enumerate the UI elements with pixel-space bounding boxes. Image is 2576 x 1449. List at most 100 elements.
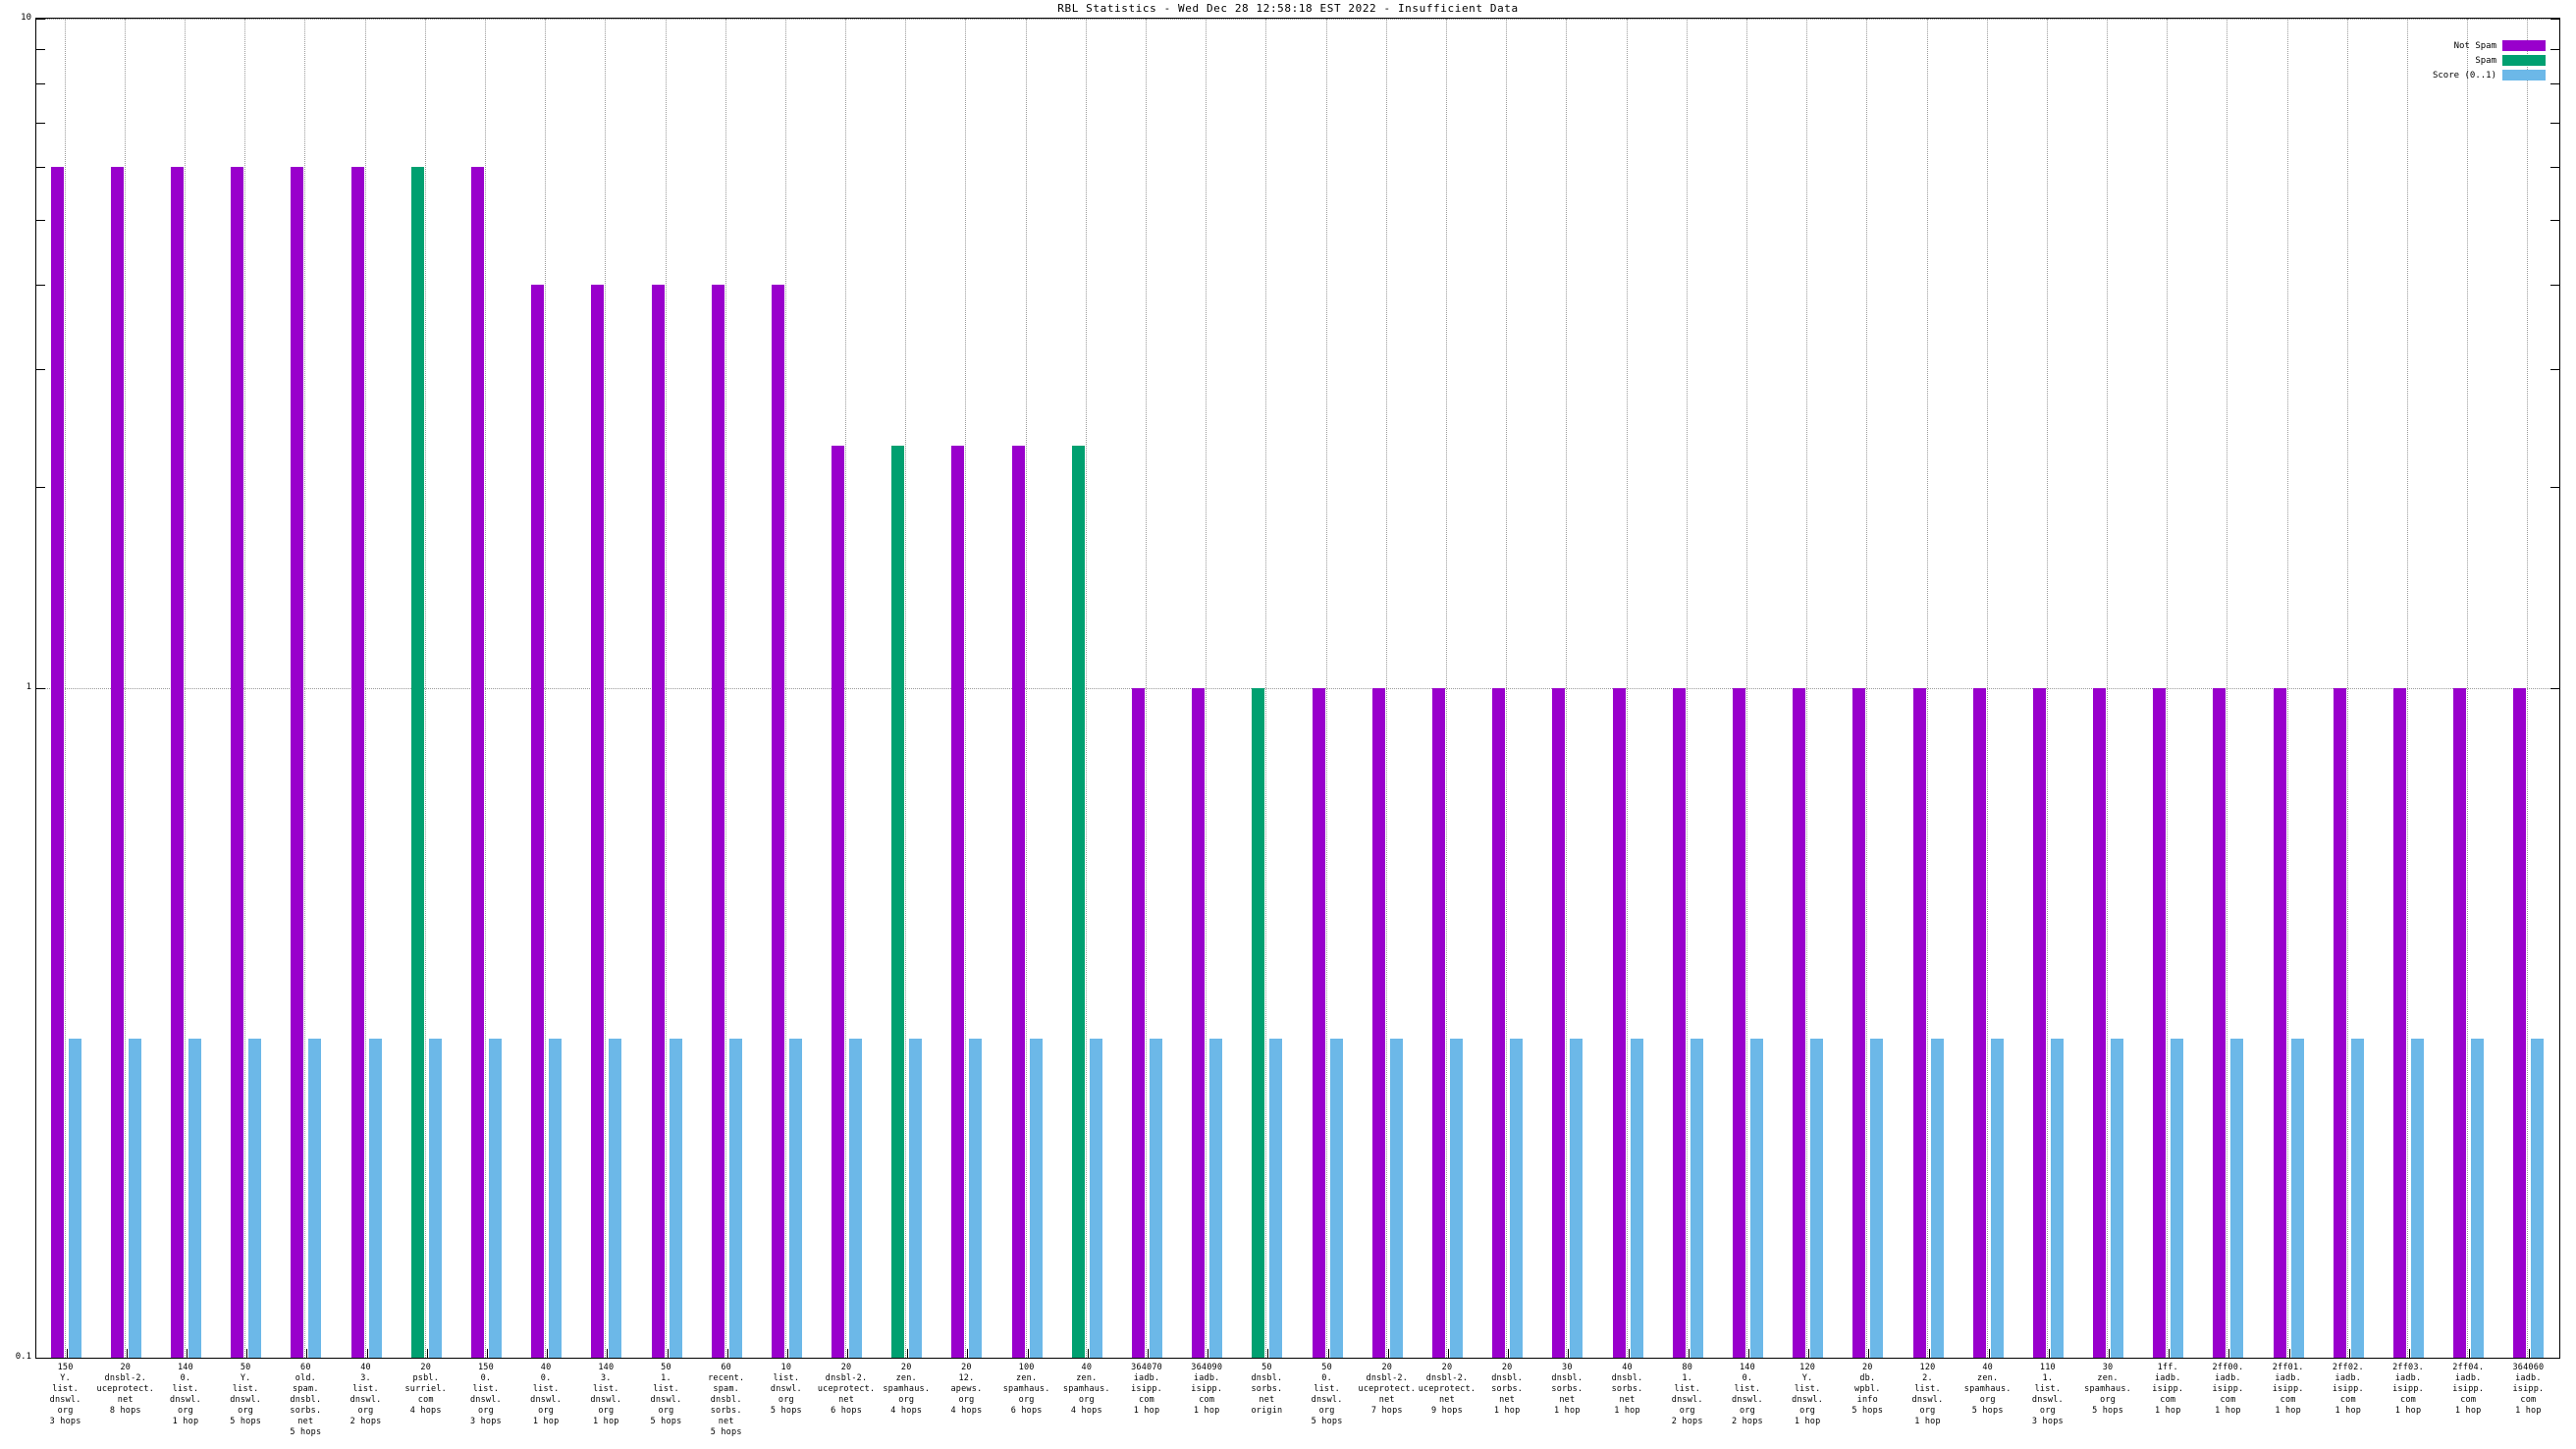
x-gridline: [1745, 19, 1747, 1358]
bar-score: [1630, 1038, 1643, 1358]
x-axis-tick: [1628, 1349, 1630, 1358]
x-gridline: [2046, 19, 2048, 1358]
x-axis-tick-label: 2ff01. iadb. isipp. com 1 hop: [2272, 1363, 2304, 1416]
bar-not-spam: [291, 167, 304, 1358]
bar-not-spam: [1852, 688, 1866, 1358]
x-axis-tick: [1387, 1349, 1389, 1358]
bar-not-spam: [1011, 446, 1025, 1358]
bar-not-spam: [591, 285, 605, 1358]
bar-not-spam: [2513, 688, 2527, 1358]
bar-score: [1389, 1038, 1403, 1358]
bar-spam: [1071, 446, 1085, 1358]
x-axis-tick-label: 20 dnsbl-2. uceprotect. net 7 hops: [1358, 1363, 1417, 1416]
x-axis-tick-label: 120 Y. list. dnswl. org 1 hop: [1792, 1363, 1824, 1426]
x-gridline: [1085, 19, 1087, 1358]
x-axis-tick: [607, 1349, 609, 1358]
bar-score: [1870, 1038, 1884, 1358]
x-axis-tick-label: 20 db. wpbl. info 5 hops: [1852, 1363, 1884, 1416]
bar-not-spam: [231, 167, 244, 1358]
x-gridline: [364, 19, 366, 1358]
bar-not-spam: [651, 285, 665, 1358]
x-axis-tick-label: 20 psbl. surriel. com 4 hops: [404, 1363, 447, 1416]
x-axis-tick-label: 40 zen. spamhaus. org 4 hops: [1062, 1363, 1110, 1416]
x-axis-tick: [2348, 1349, 2350, 1358]
y-axis-tick: [36, 285, 45, 287]
x-axis-tick-label: 40 3. list. dnswl. org 2 hops: [349, 1363, 382, 1426]
bar-not-spam: [1371, 688, 1385, 1358]
bar-score: [2411, 1038, 2425, 1358]
bar-score: [308, 1038, 322, 1358]
bar-spam: [1252, 688, 1265, 1358]
y-axis-tick: [36, 167, 45, 169]
y-axis-tick: [2550, 688, 2559, 689]
x-gridline: [905, 19, 907, 1358]
x-axis-tick: [1688, 1349, 1690, 1358]
bar-not-spam: [1912, 688, 1926, 1358]
bar-not-spam: [1672, 688, 1686, 1358]
bar-score: [1690, 1038, 1703, 1358]
bar-score: [2111, 1038, 2124, 1358]
y-axis-tick: [2550, 167, 2559, 169]
x-axis-tick: [547, 1349, 549, 1358]
legend-item-spam: Spam: [2475, 55, 2546, 66]
bar-score: [2531, 1038, 2545, 1358]
bar-score: [969, 1038, 983, 1358]
bar-not-spam: [832, 446, 845, 1358]
x-axis-tick: [1087, 1349, 1089, 1358]
x-axis-tick: [366, 1349, 368, 1358]
x-axis-tick-label: 364060 iadb. isipp. com 1 hop: [2512, 1363, 2545, 1416]
x-axis-tick: [1808, 1349, 1810, 1358]
bar-not-spam: [2093, 688, 2107, 1358]
x-axis-tick-label: 140 0. list. dnswl. org 2 hops: [1731, 1363, 1763, 1426]
x-gridline: [965, 19, 967, 1358]
bar-not-spam: [1431, 688, 1445, 1358]
x-axis-tick: [1508, 1349, 1510, 1358]
legend-label-not-spam: Not Spam: [2453, 40, 2496, 51]
x-gridline: [605, 19, 607, 1358]
y-axis-tick: [2550, 220, 2559, 222]
bar-not-spam: [470, 167, 484, 1358]
x-axis-tick: [486, 1349, 488, 1358]
x-axis-tick-label: 40 dnsbl. sorbs. net 1 hop: [1611, 1363, 1643, 1416]
y-axis-tick: [36, 83, 45, 85]
x-axis-tick: [426, 1349, 428, 1358]
bar-not-spam: [2393, 688, 2407, 1358]
x-axis-tick-label: 50 Y. list. dnswl. org 5 hops: [230, 1363, 262, 1426]
legend-label-score: Score (0..1): [2432, 70, 2496, 80]
x-axis-tick-label: 2ff04. iadb. isipp. com 1 hop: [2452, 1363, 2485, 1416]
legend-swatch-not-spam: [2502, 40, 2546, 51]
bar-score: [1269, 1038, 1283, 1358]
x-axis-tick: [1027, 1349, 1029, 1358]
x-axis-tick-label: 2ff00. iadb. isipp. com 1 hop: [2212, 1363, 2244, 1416]
x-axis-tick: [1988, 1349, 1990, 1358]
bar-score: [1209, 1038, 1223, 1358]
bar-not-spam: [1312, 688, 1325, 1358]
x-axis-tick: [1747, 1349, 1749, 1358]
bar-not-spam: [2153, 688, 2167, 1358]
y-axis-tick: [36, 486, 45, 488]
x-axis-tick: [2288, 1349, 2290, 1358]
y-axis-tick: [36, 19, 45, 20]
x-gridline: [665, 19, 667, 1358]
x-axis-tick: [66, 1349, 68, 1358]
bar-score: [1089, 1038, 1102, 1358]
bar-spam: [410, 167, 424, 1358]
bar-not-spam: [1793, 688, 1806, 1358]
y-axis-tick-label: 1: [26, 682, 31, 692]
bar-score: [188, 1038, 201, 1358]
x-gridline: [124, 19, 126, 1358]
x-axis-tick-label: 140 3. list. dnswl. org 1 hop: [590, 1363, 622, 1426]
bar-score: [428, 1038, 442, 1358]
x-axis-tick-label: 50 0. list. dnswl. org 5 hops: [1311, 1363, 1343, 1426]
x-gridline: [1265, 19, 1267, 1358]
bar-not-spam: [531, 285, 545, 1358]
x-gridline: [2107, 19, 2109, 1358]
x-gridline: [1926, 19, 1928, 1358]
y-axis-tick: [36, 122, 45, 124]
y-axis-tick: [2550, 368, 2559, 370]
x-gridline: [2467, 19, 2469, 1358]
x-gridline: [845, 19, 847, 1358]
x-axis-tick-label: 30 zen. spamhaus. org 5 hops: [2084, 1363, 2131, 1416]
bar-not-spam: [711, 285, 724, 1358]
